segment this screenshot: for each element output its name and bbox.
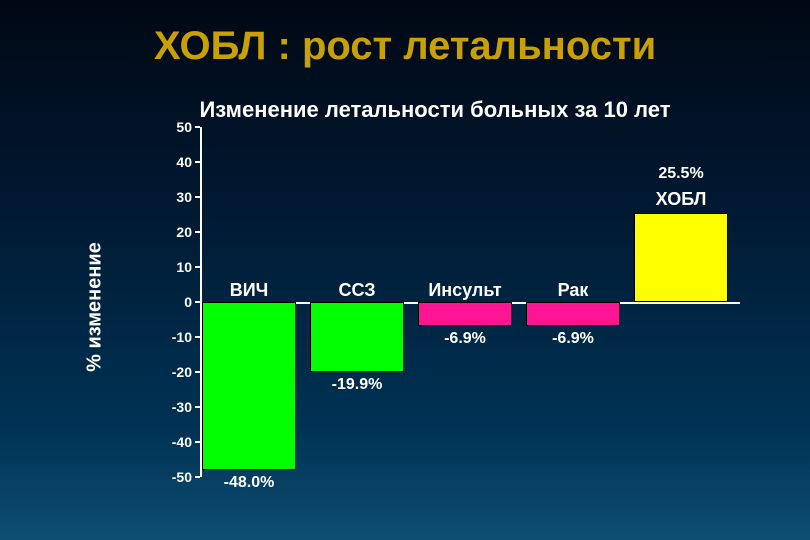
y-tick-mark — [195, 406, 200, 408]
y-tick-mark — [195, 441, 200, 443]
bar — [310, 302, 404, 372]
value-label: -19.9% — [332, 376, 383, 394]
value-label: -6.9% — [444, 330, 486, 348]
bar — [202, 302, 296, 470]
y-tick-mark — [195, 266, 200, 268]
page-title: ХОБЛ : рост летальности — [0, 0, 810, 69]
chart-subtitle: Изменение летальности больных за 10 лет — [60, 97, 810, 123]
bar — [526, 302, 620, 326]
category-label: ВИЧ — [230, 280, 269, 301]
y-tick-mark — [195, 476, 200, 478]
y-tick-mark — [195, 231, 200, 233]
y-axis-title: % изменение — [83, 242, 106, 372]
category-label: Рак — [558, 280, 589, 301]
value-label: 25.5% — [658, 165, 703, 183]
y-tick-mark — [195, 301, 200, 303]
category-label: ССЗ — [338, 280, 375, 301]
plot-area: 50403020100-10-20-30-40-50ВИЧ-48.0%ССЗ-1… — [200, 127, 740, 477]
chart-container: % изменение 50403020100-10-20-30-40-50ВИ… — [140, 127, 750, 487]
y-tick-mark — [195, 371, 200, 373]
y-tick-mark — [195, 126, 200, 128]
y-tick-mark — [195, 336, 200, 338]
value-label: -6.9% — [552, 330, 594, 348]
y-tick-mark — [195, 196, 200, 198]
y-tick-mark — [195, 161, 200, 163]
bar — [634, 213, 728, 302]
bar — [418, 302, 512, 326]
value-label: -48.0% — [224, 474, 275, 492]
category-label: ХОБЛ — [656, 189, 707, 210]
category-label: Инсульт — [428, 280, 501, 301]
